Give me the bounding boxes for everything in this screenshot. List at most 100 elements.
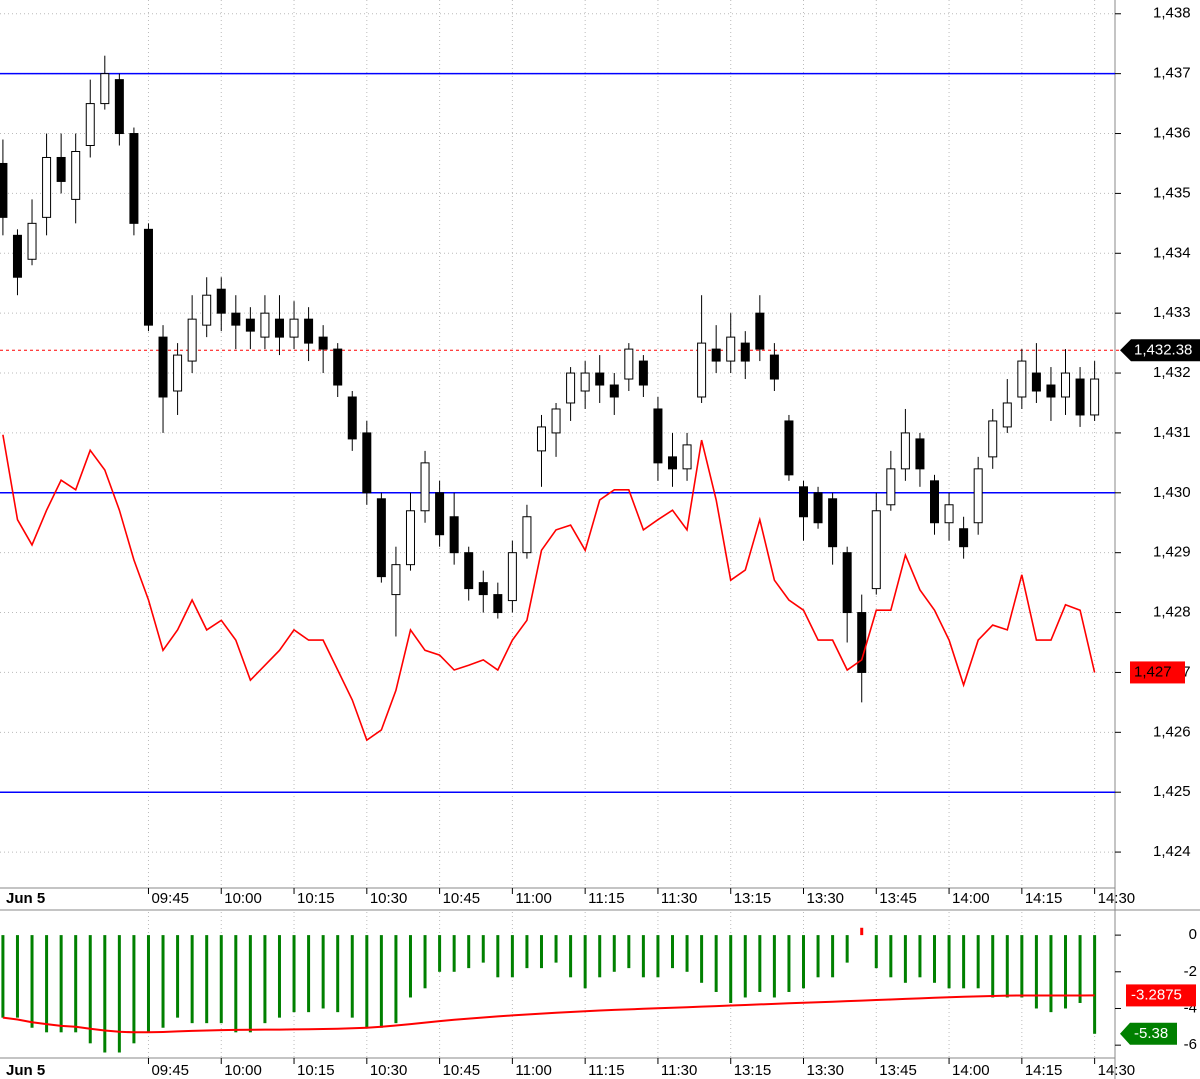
bar [438, 935, 442, 972]
bar [103, 935, 107, 1053]
candle-body [493, 594, 503, 614]
candle-body [187, 318, 197, 362]
x-tick-label: 14:00 [952, 890, 990, 907]
bar [612, 935, 616, 972]
candle-body [114, 79, 124, 135]
candle-body [202, 294, 212, 326]
candle-body [376, 498, 386, 578]
candle-body [27, 222, 37, 260]
bar [525, 935, 529, 969]
candle-body [129, 133, 139, 224]
x-tick-label: 10:45 [443, 890, 481, 907]
candle-body [755, 312, 765, 350]
candle-body [769, 354, 779, 380]
y-tick-label: 1,434 [1153, 244, 1191, 261]
candle-body [667, 456, 677, 470]
x-tick-label: 10:45 [443, 1062, 481, 1079]
bar [88, 935, 92, 1044]
bar [219, 935, 223, 1024]
date-label: Jun 5 [6, 890, 45, 907]
bar [321, 935, 325, 1009]
candle-body [988, 420, 998, 458]
candle-body [347, 396, 357, 440]
candle-body [391, 564, 401, 596]
bar [962, 935, 966, 989]
bar [452, 935, 456, 972]
bar [74, 935, 78, 1033]
candle-body [886, 468, 896, 506]
bar [1005, 935, 1009, 998]
candle-body [1090, 378, 1100, 416]
candle-body [100, 73, 110, 105]
candle-body [726, 336, 736, 362]
bar [408, 935, 412, 998]
bar [539, 935, 543, 969]
candle-body [435, 492, 445, 536]
x-tick-label: 14:30 [1098, 1062, 1136, 1079]
bar [860, 927, 864, 936]
bar [670, 935, 674, 969]
candle-body [478, 582, 488, 596]
candle-body [56, 156, 66, 182]
bar [598, 935, 602, 978]
bar [292, 935, 296, 1013]
bar [379, 935, 383, 1028]
x-tick-label: 13:30 [806, 1062, 844, 1079]
bar [336, 935, 340, 1013]
bar [1034, 935, 1038, 1009]
candle-body [260, 312, 270, 338]
bar [714, 935, 718, 992]
candle-body [595, 372, 605, 386]
candle-body [522, 516, 532, 554]
candle-body [828, 498, 838, 548]
bar [729, 935, 733, 1003]
bar [423, 935, 427, 989]
value-label-box [1120, 1022, 1177, 1045]
bar [248, 935, 252, 1033]
candle-body [653, 408, 663, 464]
candle-body [638, 360, 648, 386]
candle-body [289, 318, 299, 338]
y-tick-label: -2 [1184, 963, 1197, 980]
bar [510, 935, 514, 978]
candle-body [333, 348, 343, 386]
candle-body [405, 510, 415, 566]
candle-body [973, 468, 983, 524]
x-tick-label: 11:00 [515, 890, 551, 907]
bar [117, 935, 121, 1053]
bar [307, 935, 311, 1013]
bar [889, 935, 893, 978]
candle-body [871, 510, 881, 590]
y-tick-label: 1,433 [1153, 304, 1191, 321]
candle-body [959, 528, 969, 548]
bar [569, 935, 573, 978]
overlay-label: 1,427 [1134, 663, 1172, 680]
average-label: -3.2875 [1131, 986, 1182, 1003]
bar [394, 935, 398, 1024]
bar [772, 935, 776, 998]
y-tick-label: 1,424 [1153, 843, 1191, 860]
candle-body [464, 552, 474, 590]
x-tick-label: 11:15 [588, 1062, 624, 1079]
candle-body [12, 234, 22, 278]
bar [685, 935, 689, 972]
bar [976, 935, 980, 989]
y-tick-label: 1,426 [1153, 723, 1191, 740]
date-label: Jun 5 [6, 1062, 45, 1079]
candle-body [609, 384, 619, 398]
bar [132, 935, 136, 1044]
candle-body [784, 420, 794, 476]
candle-body [1017, 360, 1027, 398]
x-tick-label: 10:15 [297, 1062, 335, 1079]
x-tick-label: 09:45 [151, 890, 189, 907]
candle-body [85, 103, 95, 147]
bar [190, 935, 194, 1024]
candle-body [682, 444, 692, 470]
x-tick-label: 13:45 [879, 1062, 917, 1079]
y-tick-label: 1,428 [1153, 604, 1191, 621]
overlay-line [2, 434, 1096, 742]
bar [903, 935, 907, 983]
x-tick-label: 14:15 [1025, 1062, 1063, 1079]
bar [161, 935, 165, 1028]
